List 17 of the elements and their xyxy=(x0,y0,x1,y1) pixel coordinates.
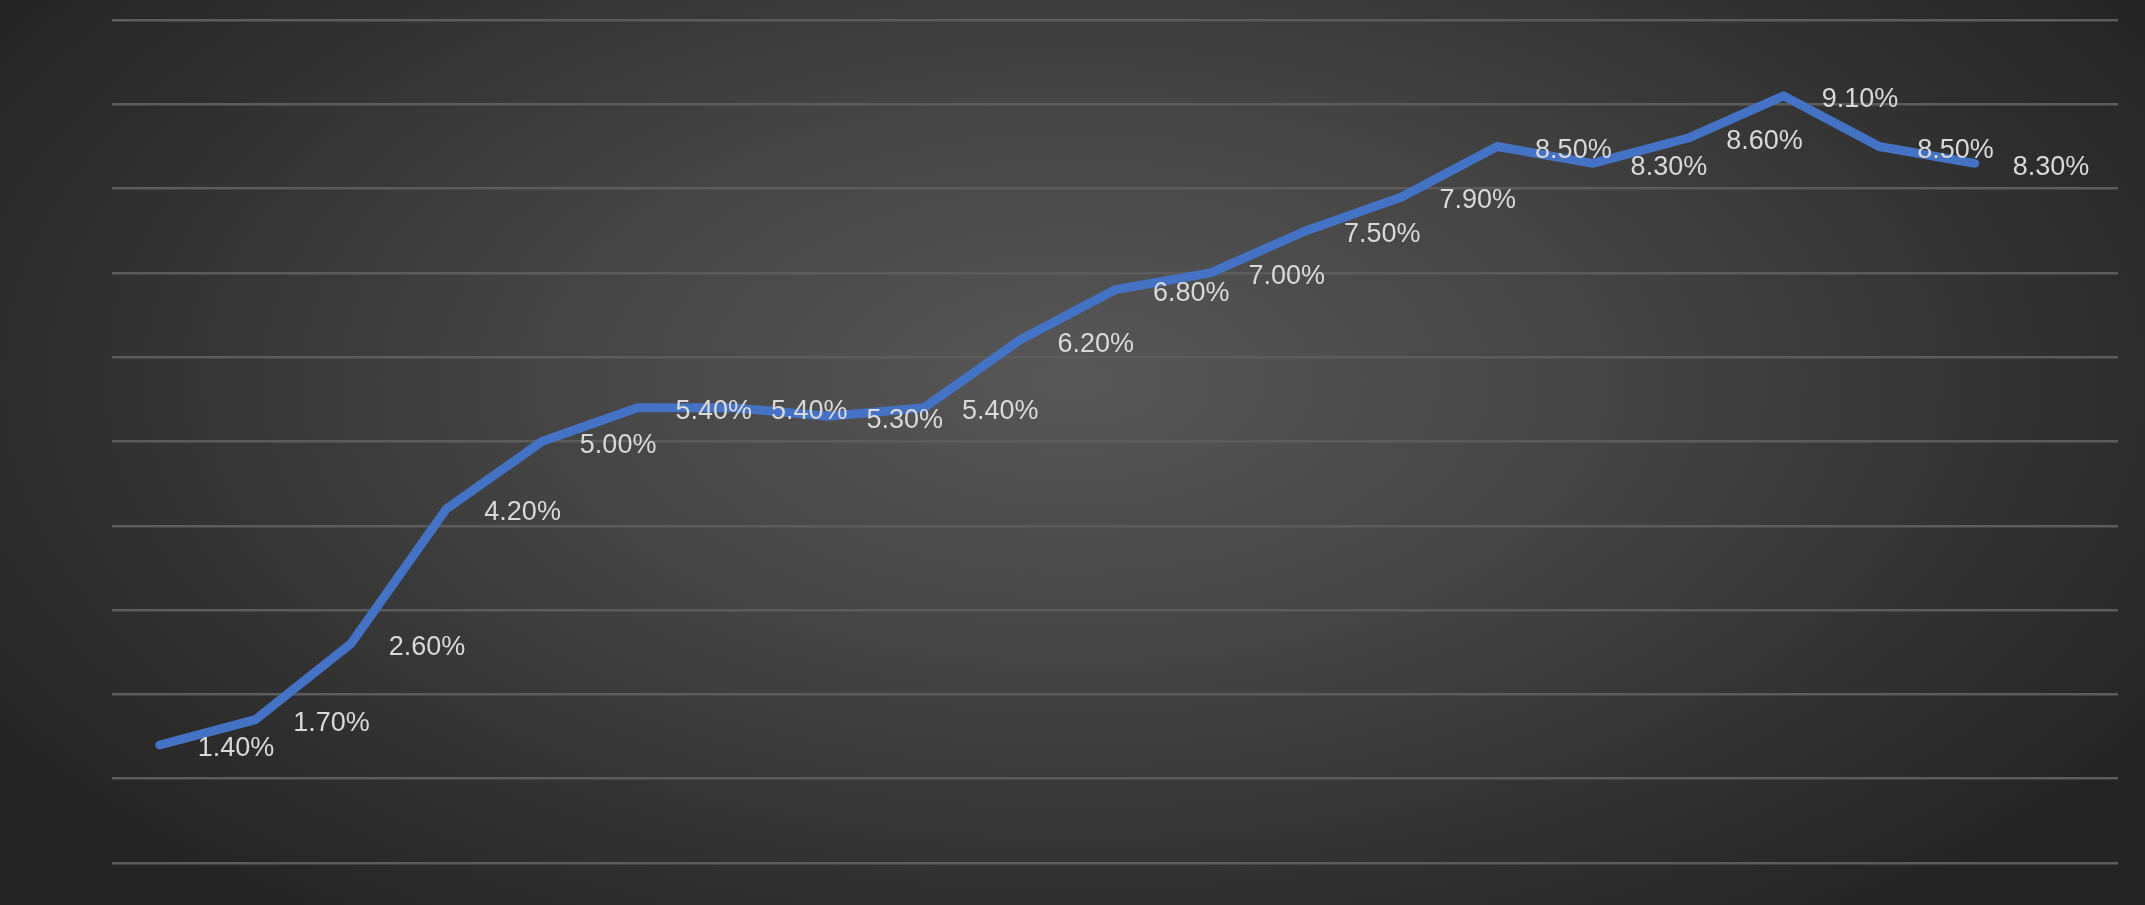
data-label: 5.30% xyxy=(866,403,943,434)
data-label: 1.70% xyxy=(293,707,370,738)
data-label: 8.50% xyxy=(1917,133,1994,164)
data-label: 1.40% xyxy=(197,732,275,763)
data-label: 7.50% xyxy=(1344,218,1421,249)
data-label: 9.10% xyxy=(1821,83,1899,114)
data-label: 6.20% xyxy=(1057,327,1135,358)
data-label: 7.90% xyxy=(1439,184,1517,215)
data-label: 7.00% xyxy=(1248,260,1326,291)
data-label: 2.60% xyxy=(388,631,466,662)
data-label: 8.30% xyxy=(1630,150,1708,181)
data-label: 5.00% xyxy=(579,428,657,459)
data-label: 5.40% xyxy=(961,395,1039,426)
data-label: 4.20% xyxy=(484,496,561,527)
data-label: 8.60% xyxy=(1726,125,1803,156)
data-label: 8.30% xyxy=(2012,150,2090,181)
data-label: 6.80% xyxy=(1153,277,1230,308)
